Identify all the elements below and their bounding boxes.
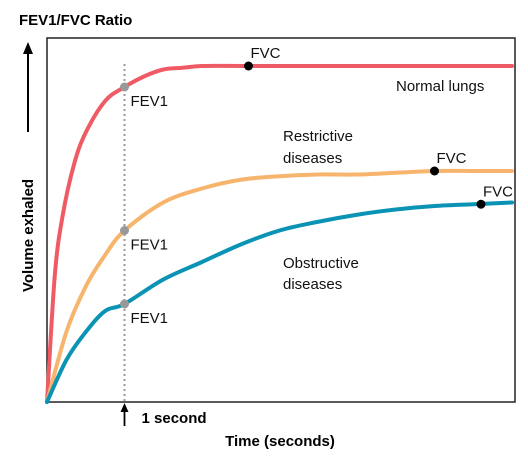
fvc-point-normal-lungs [244,61,253,71]
series-line-obstructive-diseases [45,200,514,404]
y-axis-label-group: Volume exhaled [20,42,37,292]
normal-lungs-label: Normal lungs [396,78,484,95]
fev1-point-obstructive-diseases [120,299,129,309]
chart-title: FEV1/FVC Ratio [19,12,132,29]
x-axis-label: Time (seconds) [225,433,335,450]
fev1-label-obstructive-diseases: FEV1 [131,310,169,327]
restrictive-label-line2: diseases [283,150,342,167]
x-tick-layer: 1 second [120,403,207,427]
fev1-label-restrictive-diseases: FEV1 [131,237,169,254]
fvc-label-obstructive-diseases: FVC [483,183,513,200]
fvc-point-obstructive-diseases [476,199,486,209]
points-layer: FEV1 FVC FEV1 FVC FEV1 FVC [120,45,513,327]
obstructive-label-line1: Obstructive [283,255,359,272]
x-tick-arrow-head [120,403,129,412]
fev1-point-normal-lungs [120,82,129,92]
series-layer [45,63,514,404]
series-line-restrictive-diseases [45,168,514,404]
series-line-normal-lungs [45,63,514,404]
fvc-label-restrictive-diseases: FVC [437,150,467,167]
restrictive-label-line1: Restrictive [283,128,353,145]
obstructive-label-line2: diseases [283,276,342,293]
fvc-label-normal-lungs: FVC [251,45,281,62]
x-tick-label: 1 second [142,410,207,427]
fvc-point-restrictive-diseases [430,166,439,176]
y-axis-label: Volume exhaled [20,179,37,292]
fev1-label-normal-lungs: FEV1 [131,93,169,110]
plot-frame [46,37,516,403]
fev1-point-restrictive-diseases [120,226,129,235]
y-axis-arrow-head [23,42,33,54]
